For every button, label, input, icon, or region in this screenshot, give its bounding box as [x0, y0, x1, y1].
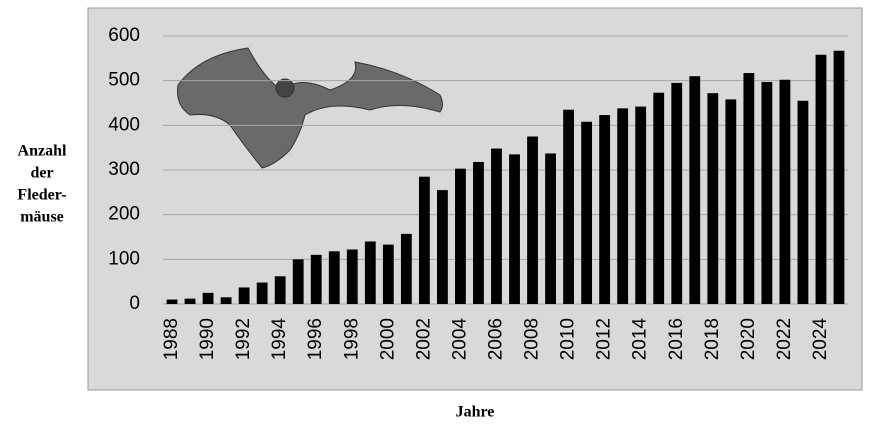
- y-tick-label: 0: [129, 293, 140, 314]
- bar: [689, 76, 700, 304]
- bar: [743, 73, 754, 304]
- bar: [653, 93, 664, 304]
- bar: [834, 51, 845, 304]
- bar: [725, 99, 736, 304]
- bar: [581, 122, 592, 304]
- x-tick-label: 2002: [413, 318, 434, 360]
- bar: [419, 177, 430, 304]
- x-tick-label: 1990: [197, 318, 218, 360]
- bar: [455, 169, 466, 304]
- y-axis-title: mäuse: [20, 209, 64, 226]
- bar: [203, 293, 214, 304]
- x-tick-label: 2018: [702, 318, 723, 360]
- bar: [563, 110, 574, 304]
- bar: [599, 115, 610, 304]
- bar: [401, 234, 412, 304]
- bar: [635, 107, 646, 304]
- y-axis-title: der: [30, 165, 53, 182]
- bar: [311, 255, 322, 304]
- bar: [761, 82, 772, 304]
- bar: [509, 154, 520, 304]
- bar: [383, 245, 394, 304]
- y-tick-label: 600: [108, 25, 140, 46]
- x-tick-label: 2014: [630, 318, 651, 361]
- x-tick-label: 2024: [810, 318, 831, 361]
- x-tick-label: 2022: [774, 318, 795, 360]
- bar: [527, 137, 538, 305]
- bar: [347, 250, 358, 304]
- x-tick-label: 1996: [305, 318, 326, 360]
- y-tick-label: 300: [108, 159, 140, 180]
- bar: [185, 299, 196, 304]
- y-tick-label: 400: [108, 114, 140, 135]
- bar: [780, 80, 791, 304]
- x-tick-label: 2004: [449, 318, 470, 361]
- x-tick-label: 2020: [738, 318, 759, 360]
- bar: [491, 149, 502, 304]
- bar: [329, 251, 340, 304]
- x-tick-label: 1998: [341, 318, 362, 360]
- y-axis-title: Fleder-: [17, 187, 66, 204]
- bar: [167, 300, 178, 304]
- x-tick-label: 2000: [377, 318, 398, 360]
- bar: [257, 283, 268, 304]
- bar: [707, 93, 718, 304]
- y-tick-label: 500: [108, 70, 140, 91]
- y-tick-label: 200: [108, 204, 140, 225]
- bar: [239, 287, 250, 304]
- bar: [437, 190, 448, 304]
- bar: [671, 83, 682, 304]
- chart: Anzahl der Fleder- mäuse Jahre 0 100 200 30…: [0, 0, 870, 427]
- x-tick-label: 2012: [594, 318, 615, 360]
- bar: [816, 55, 827, 304]
- bar: [473, 162, 484, 304]
- bar: [365, 241, 376, 304]
- y-axis-title: Anzahl: [18, 143, 67, 160]
- x-tick-label: 2010: [558, 318, 579, 360]
- x-tick-label: 2008: [522, 318, 543, 360]
- x-tick-label: 1994: [269, 318, 290, 361]
- bar: [798, 101, 809, 304]
- x-tick-label: 1992: [233, 318, 254, 360]
- bar: [545, 153, 556, 304]
- x-axis-title: Jahre: [456, 404, 495, 421]
- bar: [293, 259, 304, 304]
- bar: [275, 276, 286, 304]
- bar: [617, 108, 628, 304]
- x-tick-label: 1988: [161, 318, 182, 360]
- x-tick-label: 2016: [666, 318, 687, 360]
- x-tick-label: 2006: [486, 318, 507, 360]
- y-tick-label: 100: [108, 248, 140, 269]
- bar: [221, 297, 232, 304]
